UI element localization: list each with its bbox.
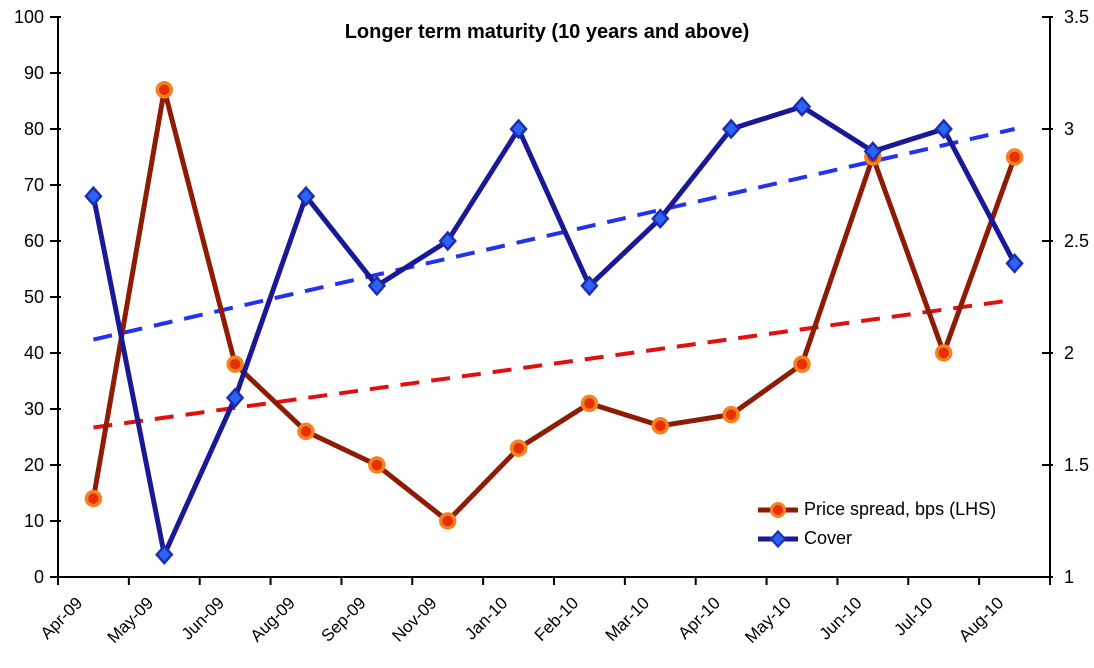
x-axis-label: May-09 xyxy=(104,593,158,647)
data-point-marker xyxy=(651,208,670,229)
right-axis-tick-label: 2 xyxy=(1064,343,1074,363)
x-axis-label: Jun-10 xyxy=(815,593,865,643)
right-axis-tick-label: 2.5 xyxy=(1064,231,1089,251)
data-point-marker xyxy=(296,185,316,207)
chart-title: Longer term maturity (10 years and above… xyxy=(344,21,750,43)
legend: Price spread, bps (LHS) Cover xyxy=(757,495,996,553)
right-axis-tick-label: 1.5 xyxy=(1064,455,1089,475)
left-axis-tick-label: 30 xyxy=(24,399,44,419)
x-axis-label: Nov-09 xyxy=(388,593,440,645)
data-point-marker xyxy=(722,405,740,424)
data-point-marker xyxy=(580,275,599,297)
left-axis-tick-label: 40 xyxy=(24,343,44,363)
data-point-marker xyxy=(509,439,528,457)
left-axis-tick-label: 80 xyxy=(24,119,44,139)
data-point-marker xyxy=(226,355,244,373)
data-point-marker xyxy=(155,81,174,99)
left-axis-tick-label: 0 xyxy=(34,567,44,587)
x-axis-label: Sep-09 xyxy=(317,593,369,645)
right-axis-tick-label: 3 xyxy=(1064,119,1074,139)
data-point-marker xyxy=(1005,148,1024,166)
x-axis-label: Aug-10 xyxy=(955,593,1007,645)
x-axis-label: Jul-10 xyxy=(890,593,936,639)
x-axis-label: Aug-09 xyxy=(247,593,299,645)
x-axis-label: May-10 xyxy=(741,593,795,647)
x-axis-label: Feb-10 xyxy=(531,593,583,645)
trendline-cover xyxy=(92,127,1016,342)
data-point-marker xyxy=(721,118,741,140)
data-point-marker xyxy=(438,230,457,252)
x-axis-label: Apr-09 xyxy=(37,593,87,643)
data-point-marker xyxy=(651,417,670,435)
data-point-marker xyxy=(509,118,528,140)
data-point-marker xyxy=(934,344,953,362)
data-point-marker xyxy=(297,422,315,441)
legend-item-cover: Cover xyxy=(757,524,996,553)
left-axis-tick-label: 20 xyxy=(24,455,44,475)
x-axis-label: Apr-10 xyxy=(674,593,724,643)
data-point-marker xyxy=(934,118,953,140)
left-axis-tick-label: 90 xyxy=(24,63,44,83)
legend-item-price-spread: Price spread, bps (LHS) xyxy=(757,495,996,524)
data-point-marker xyxy=(863,141,883,162)
x-axis-label: Mar-10 xyxy=(602,593,654,645)
cover-line-marker-icon xyxy=(758,529,798,548)
x-axis-label: Jun-09 xyxy=(178,593,228,643)
data-point-marker xyxy=(580,394,599,413)
data-point-marker xyxy=(367,275,387,297)
x-axis-label: Jan-10 xyxy=(461,593,511,643)
right-axis-tick-label: 1 xyxy=(1064,567,1074,587)
right-axis-tick-label: 3.5 xyxy=(1064,7,1089,27)
data-point-marker xyxy=(1005,253,1024,274)
legend-label-price-spread: Price spread, bps (LHS) xyxy=(804,499,997,519)
left-axis-tick-label: 70 xyxy=(24,175,44,195)
series-line-cover xyxy=(90,103,1018,563)
data-point-marker xyxy=(155,544,174,565)
data-point-marker xyxy=(792,96,812,117)
left-axis-tick-label: 60 xyxy=(24,231,44,251)
price-spread-line-marker-icon xyxy=(758,501,798,518)
data-point-marker xyxy=(84,489,103,508)
data-point-marker xyxy=(438,512,457,530)
left-axis-tick-label: 10 xyxy=(24,511,44,531)
data-point-marker xyxy=(84,185,103,207)
left-axis-tick-label: 50 xyxy=(24,287,44,307)
data-point-marker xyxy=(793,355,811,373)
data-point-marker xyxy=(225,387,245,409)
legend-label-cover: Cover xyxy=(804,528,853,548)
left-axis-tick-label: 100 xyxy=(14,7,44,27)
data-point-marker xyxy=(368,456,386,474)
series-line-price-spread xyxy=(90,89,1018,525)
